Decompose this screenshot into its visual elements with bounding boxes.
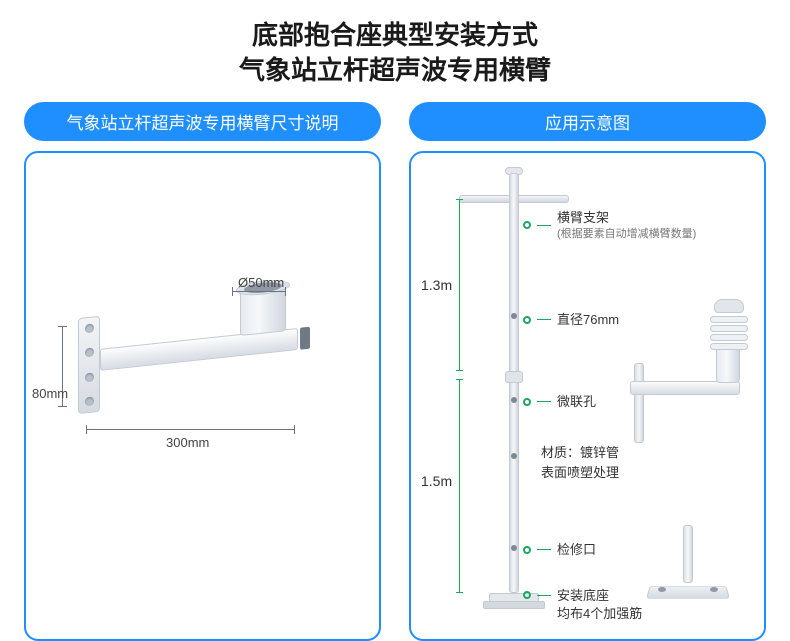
callout-label: 检修口: [557, 541, 596, 559]
inset-sensor-drawing: [630, 293, 750, 443]
title-block: 底部抱合座典型安装方式 气象站立杆超声波专用横臂: [24, 18, 766, 88]
callout-micro-hole: 微联孔: [523, 393, 596, 411]
measure-upper-label: 1.3m: [421, 277, 452, 293]
measure-lower: [459, 379, 460, 593]
measure-upper: [459, 199, 460, 371]
material-line: 表面喷塑处理: [541, 463, 619, 483]
bolt-hole-icon: [85, 348, 94, 358]
callout-base: 安装底座 均布4个加强筋: [523, 587, 642, 622]
callout-dot-icon: [523, 546, 531, 554]
pill-application: 应用示意图: [409, 102, 766, 141]
ultrasonic-sensor-icon: [710, 299, 748, 349]
callout-dot-icon: [523, 591, 531, 599]
dim-tick: [58, 326, 67, 327]
pill-dimensions: 气象站立杆超声波专用横臂尺寸说明: [24, 102, 381, 141]
callout-lead: [537, 549, 551, 550]
dim-cup-diameter: Ø50mm: [238, 275, 284, 290]
dim-tick: [294, 425, 295, 434]
pole-joint: [505, 371, 523, 383]
callout-cross-arm: 横臂支架 (根据要素自动增减横臂数量): [523, 209, 696, 241]
title-line-1: 底部抱合座典型安装方式: [24, 18, 766, 53]
bolt-hole-icon: [85, 397, 94, 407]
callout-label: 横臂支架: [557, 210, 609, 225]
bolt-hole-icon: [85, 324, 94, 334]
dim-line: [232, 291, 286, 292]
inset-base-drawing: [640, 525, 736, 611]
dim-tick: [285, 287, 286, 296]
callout-dot-icon: [523, 221, 531, 229]
arm-bar: [100, 328, 298, 371]
bracket-drawing: Ø50mm 80mm 300mm: [26, 153, 379, 639]
panel-dimensions: Ø50mm 80mm 300mm: [24, 151, 381, 641]
pole-drawing: 1.3m 1.5m 横臂支架 (根据要素自动增减横臂数量) 直径76mm: [411, 153, 764, 639]
callout-access-port: 检修口: [523, 541, 596, 559]
callout-note: 均布4个加强筋: [557, 606, 642, 621]
callout-dot-icon: [523, 316, 531, 324]
section-header-row: 气象站立杆超声波专用横臂尺寸说明 应用示意图: [24, 102, 766, 141]
callout-text: 横臂支架 (根据要素自动增减横臂数量): [557, 209, 696, 241]
callout-lead: [537, 401, 551, 402]
dim-length: 300mm: [166, 435, 209, 450]
dim-tick: [232, 287, 233, 296]
panels-row: Ø50mm 80mm 300mm: [24, 151, 766, 641]
panel-application: 1.3m 1.5m 横臂支架 (根据要素自动增减横臂数量) 直径76mm: [409, 151, 766, 641]
callout-lead: [537, 319, 551, 320]
measure-lower-label: 1.5m: [421, 473, 452, 489]
dim-tick: [58, 406, 67, 407]
inset-base-pole: [683, 525, 693, 583]
mounting-flange: [78, 316, 100, 414]
callout-note: (根据要素自动增减横臂数量): [557, 227, 696, 242]
callout-lead: [537, 225, 551, 226]
dim-line: [86, 429, 294, 430]
main-pole: [509, 173, 519, 593]
callout-label: 直径76mm: [557, 311, 619, 329]
callout-diameter: 直径76mm: [523, 311, 619, 329]
callout-lead: [537, 595, 551, 596]
callout-label: 微联孔: [557, 393, 596, 411]
inset-arm: [630, 381, 740, 395]
arm-end-cap: [300, 327, 310, 350]
callout-label: 安装底座: [557, 588, 609, 603]
dim-height: 80mm: [32, 386, 68, 401]
callout-text: 安装底座 均布4个加强筋: [557, 587, 642, 622]
dim-tick: [86, 425, 87, 434]
callout-dot-icon: [523, 398, 531, 406]
material-line: 材质：镀锌管: [541, 443, 619, 463]
title-line-2: 气象站立杆超声波专用横臂: [24, 53, 766, 88]
inset-post: [634, 363, 644, 443]
bolt-hole-icon: [85, 372, 94, 382]
material-note: 材质：镀锌管 表面喷塑处理: [541, 443, 619, 482]
